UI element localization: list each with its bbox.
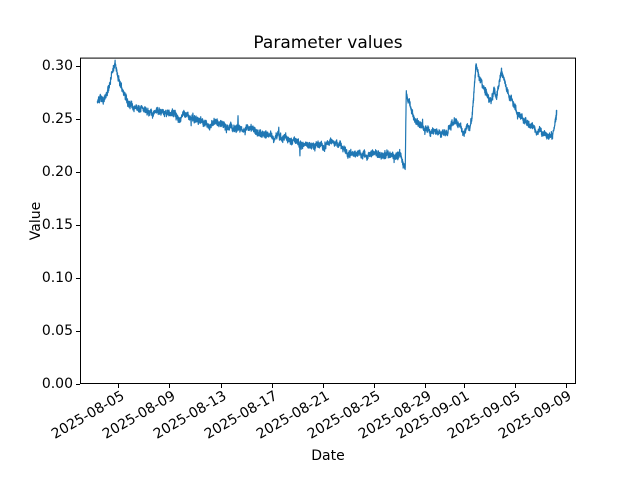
- y-tick-label: 0.00: [41, 376, 73, 392]
- y-tick-label: 0.05: [41, 322, 73, 339]
- y-tick-label: 0.15: [41, 216, 73, 233]
- y-tick-label: 0.25: [41, 110, 73, 127]
- y-tick-label: 0.20: [41, 163, 73, 180]
- y-tick-label: 0.10: [41, 269, 73, 286]
- chart-title: Parameter values: [253, 33, 403, 53]
- x-axis-label: Date: [311, 448, 345, 464]
- y-tick-label: 0.30: [41, 57, 73, 74]
